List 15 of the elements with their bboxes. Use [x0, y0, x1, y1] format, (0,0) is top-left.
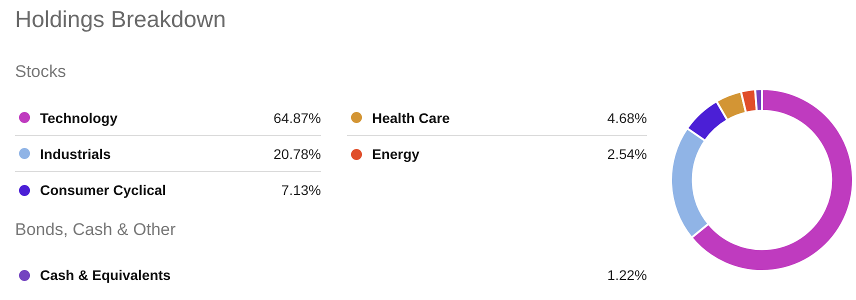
- legend-label: Consumer Cyclical: [40, 182, 168, 198]
- data-label: 20.78%: [274, 146, 321, 162]
- data-label: 1.22%: [607, 267, 647, 283]
- chart-title: Holdings Breakdown: [15, 6, 226, 33]
- legend-label: Cash & Equivalents: [40, 267, 172, 283]
- data-label: 64.87%: [274, 110, 321, 126]
- data-label: 2.54%: [607, 146, 647, 162]
- data-label: 4.68%: [607, 110, 647, 126]
- data-label: 7.13%: [281, 182, 321, 198]
- text: Bonds, Cash & Other: [15, 220, 176, 240]
- legend-label: Health Care: [372, 110, 451, 126]
- legend-label: Energy: [372, 146, 420, 162]
- legend-label: Industrials: [40, 146, 112, 162]
- legend-label: Technology: [40, 110, 119, 126]
- text: Stocks: [15, 62, 66, 82]
